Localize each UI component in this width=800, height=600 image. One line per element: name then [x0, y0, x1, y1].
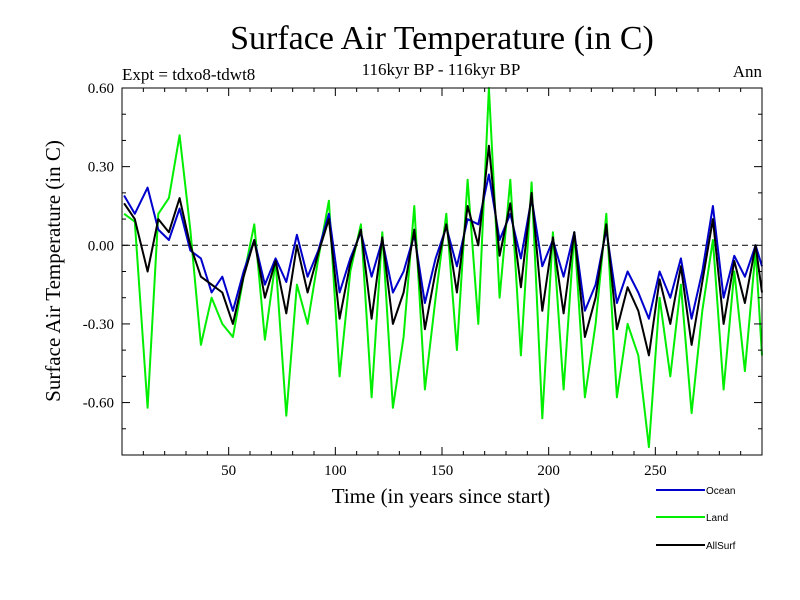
x-tick-label: 200 [537, 463, 560, 479]
legend-item-ocean: Ocean [656, 486, 735, 497]
y-tick-label: 0.30 [88, 160, 114, 176]
y-tick-label: -0.60 [83, 396, 114, 412]
tick-labels: 50 100 150 200 250 0.60 0.30 0.00 -0.30 -0.60 [83, 81, 667, 479]
legend: Ocean Land AllSurf [656, 486, 736, 552]
x-tick-label: 50 [221, 463, 236, 479]
legend-label: AllSurf [706, 541, 736, 552]
x-tick-label: 150 [431, 463, 454, 479]
x-axis-label: Time (in years since start) [332, 484, 551, 508]
plot-frame [121, 87, 763, 456]
y-tick-label: 0.60 [88, 81, 114, 97]
chart-subtitle: 116kyr BP - 116kyr BP [362, 60, 521, 79]
axes [121, 87, 763, 456]
series-layer [123, 87, 763, 449]
x-tick-label: 250 [644, 463, 667, 479]
y-axis-label: Surface Air Temperature (in C) [41, 140, 65, 402]
x-tick-label: 100 [324, 463, 347, 479]
experiment-label: Expt = tdxo8-tdwt8 [122, 65, 255, 84]
legend-label: Land [706, 513, 728, 524]
series-line-land [123, 87, 763, 449]
legend-label: Ocean [706, 486, 735, 497]
season-label: Ann [733, 62, 763, 81]
legend-item-land: Land [656, 513, 728, 524]
y-tick-label: -0.30 [83, 317, 114, 333]
series-line-allsurf [123, 144, 763, 357]
chart-title: Surface Air Temperature (in C) [230, 20, 654, 57]
legend-item-allsurf: AllSurf [656, 541, 736, 552]
y-tick-label: 0.00 [88, 238, 114, 254]
